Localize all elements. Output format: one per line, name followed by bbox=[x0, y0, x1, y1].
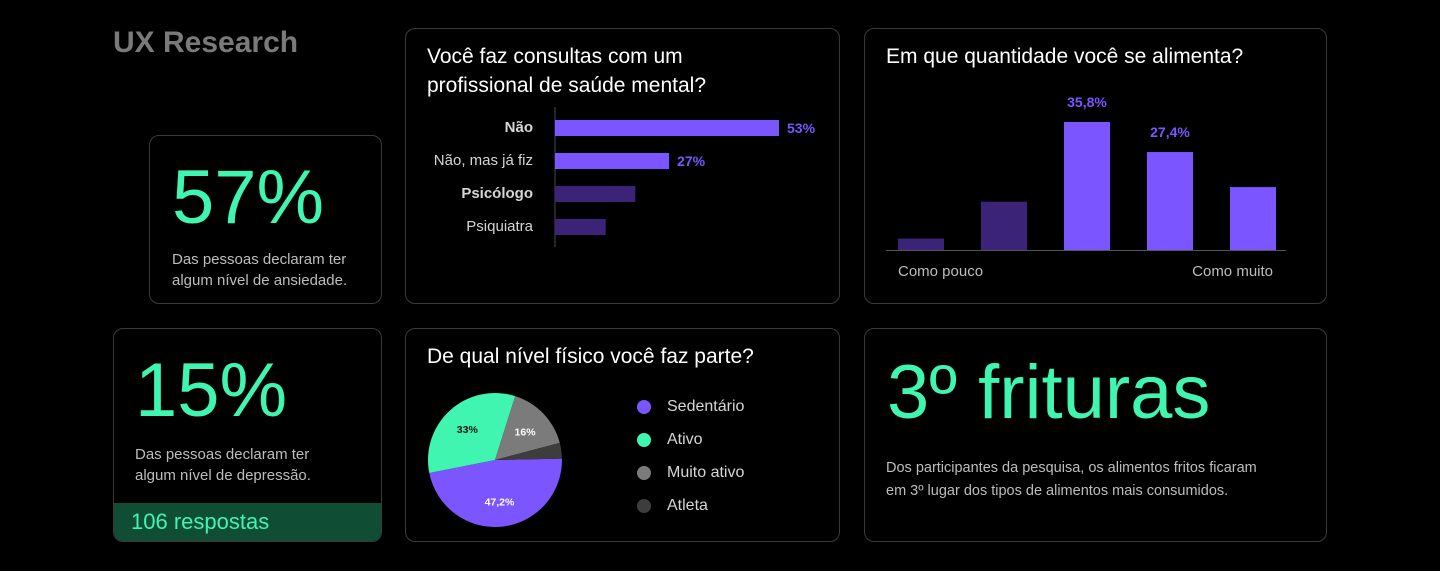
bar-2 bbox=[555, 153, 670, 169]
legend-label: Atleta bbox=[667, 497, 708, 514]
legend-label: Sedentário bbox=[667, 398, 745, 415]
depression-stat-desc-line1: Das pessoas declaram ter bbox=[135, 446, 310, 463]
food-quantity-bar-chart: 35,8% 27,4% bbox=[886, 94, 1286, 251]
physical-level-chart-card: De qual nível físico você faz parte? 47,… bbox=[405, 328, 840, 542]
column-2 bbox=[981, 201, 1027, 250]
pie-slice-1 bbox=[429, 458, 562, 527]
bar-value-label: 53% bbox=[787, 120, 816, 136]
legend-swatch bbox=[637, 466, 651, 480]
bar-4 bbox=[555, 219, 606, 235]
anxiety-stat-desc: Das pessoas declaram ter algum nível de … bbox=[172, 249, 347, 291]
fried-food-stat-value: 3º frituras bbox=[887, 350, 1211, 435]
bar-3 bbox=[555, 186, 636, 202]
fried-food-stat-desc-line1: Dos participantes da pesquisa, os alimen… bbox=[886, 460, 1257, 476]
category-label: Não bbox=[504, 119, 533, 136]
category-label: Psicólogo bbox=[461, 185, 533, 202]
anxiety-stat-desc-line1: Das pessoas declaram ter bbox=[172, 251, 347, 268]
legend-swatch bbox=[637, 400, 651, 414]
anxiety-stat-desc-line2: algum nível de ansiedade. bbox=[172, 272, 348, 289]
food-quantity-xlabel-left: Como pouco bbox=[898, 263, 984, 280]
food-quantity-xlabel-right: Como muito bbox=[1192, 263, 1273, 280]
physical-level-chart-title: De qual nível físico você faz parte? bbox=[427, 345, 754, 368]
physical-level-pie-chart: 47,2% 33% 16% bbox=[428, 392, 562, 527]
column-1 bbox=[898, 238, 944, 250]
anxiety-stat-value: 57% bbox=[172, 155, 325, 240]
responses-footer: 106 respostas bbox=[114, 503, 381, 541]
column-5 bbox=[1230, 187, 1276, 250]
mental-health-chart-title-line2: profissional de saúde mental? bbox=[427, 74, 707, 97]
mental-health-bar-chart: 53% 27% bbox=[554, 107, 816, 247]
legend-label: Muito ativo bbox=[667, 464, 745, 481]
column-3 bbox=[1064, 122, 1110, 250]
food-quantity-chart-card: Em que quantidade você se alimenta? 35,8… bbox=[864, 28, 1327, 304]
legend-swatch bbox=[637, 433, 651, 447]
bar-1 bbox=[555, 120, 779, 136]
pie-slice-label: 33% bbox=[457, 424, 479, 436]
mental-health-chart-card: Você faz consultas com um profissional d… bbox=[405, 28, 840, 304]
pie-slice-label: 47,2% bbox=[485, 496, 515, 508]
column-value-label: 35,8% bbox=[1067, 94, 1107, 110]
mental-health-chart-title-line1: Você faz consultas com um bbox=[427, 45, 683, 68]
mental-health-chart-title: Você faz consultas com um profissional d… bbox=[427, 42, 706, 100]
depression-stat-value: 15% bbox=[135, 348, 288, 433]
category-label: Não, mas já fiz bbox=[433, 152, 533, 169]
bar-value-label: 27% bbox=[677, 153, 706, 169]
legend-swatch bbox=[637, 499, 651, 513]
pie-slice-2 bbox=[428, 392, 516, 474]
fried-food-stat-desc: Dos participantes da pesquisa, os alimen… bbox=[886, 457, 1257, 503]
fried-food-stat-desc-line2: em 3º lugar dos tipos de alimentos mais … bbox=[886, 483, 1229, 499]
column-4 bbox=[1147, 152, 1193, 250]
legend-item: Atleta bbox=[637, 497, 708, 515]
legend-label: Ativo bbox=[667, 431, 703, 448]
legend-item: Muito ativo bbox=[637, 464, 744, 482]
legend-item: Ativo bbox=[637, 431, 703, 449]
depression-stat-desc-line2: algum nível de depressão. bbox=[135, 467, 311, 484]
fried-food-stat-card: 3º frituras Dos participantes da pesquis… bbox=[864, 328, 1327, 542]
depression-stat-card: 15% Das pessoas declaram ter algum nível… bbox=[113, 328, 382, 542]
pie-slice-4 bbox=[495, 442, 562, 460]
page-title: UX Research bbox=[113, 26, 299, 59]
column-value-label: 27,4% bbox=[1150, 124, 1190, 140]
responses-count: 106 respostas bbox=[131, 509, 270, 534]
legend-item: Sedentário bbox=[637, 398, 744, 416]
category-label: Psiquiatra bbox=[466, 218, 533, 235]
depression-stat-desc: Das pessoas declaram ter algum nível de … bbox=[135, 444, 311, 486]
food-quantity-chart-title: Em que quantidade você se alimenta? bbox=[886, 45, 1244, 68]
pie-slice-3 bbox=[495, 396, 560, 460]
pie-slice-label: 16% bbox=[515, 426, 537, 438]
anxiety-stat-card: 57% Das pessoas declaram ter algum nível… bbox=[149, 135, 382, 304]
